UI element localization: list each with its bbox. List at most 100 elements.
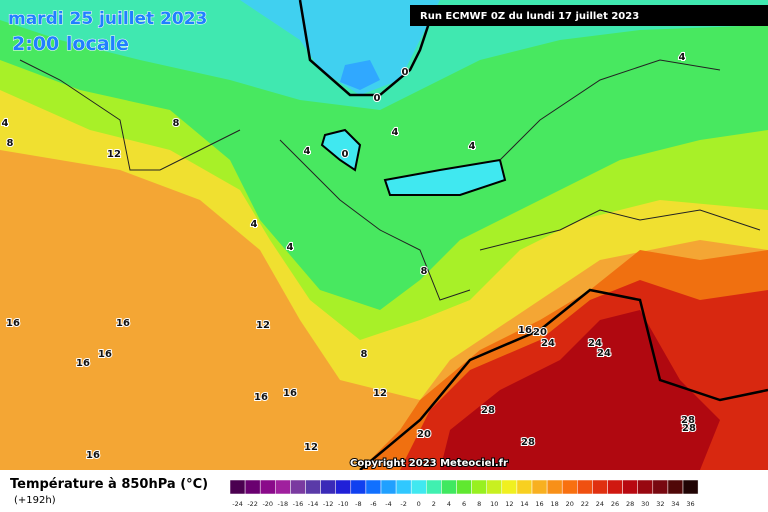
hot-core bbox=[440, 310, 720, 470]
legend-swatch bbox=[290, 479, 306, 495]
contour-label: 12 bbox=[304, 442, 318, 453]
contour-label: 24 bbox=[541, 338, 555, 349]
legend-label: 16 bbox=[535, 500, 543, 508]
legend-label: -22 bbox=[247, 500, 258, 508]
legend-label: 14 bbox=[520, 500, 528, 508]
contour-label: 4 bbox=[392, 127, 399, 138]
contour-label: 8 bbox=[173, 118, 180, 129]
legend-swatch bbox=[380, 479, 397, 495]
legend-label: -6 bbox=[370, 500, 376, 508]
legend-label: 34 bbox=[671, 500, 679, 508]
legend-swatch bbox=[335, 479, 352, 495]
legend-label: 8 bbox=[477, 500, 481, 508]
contour-label: 28 bbox=[521, 437, 535, 448]
contour-label: 4 bbox=[304, 146, 311, 157]
legend-label: 10 bbox=[490, 500, 498, 508]
contour-label: 16 bbox=[76, 358, 90, 369]
contour-label: 16 bbox=[283, 388, 297, 399]
legend-swatch bbox=[652, 479, 669, 495]
contour-label: 20 bbox=[533, 327, 547, 338]
contour-label: 8 bbox=[361, 349, 368, 360]
legend-label: -12 bbox=[323, 500, 334, 508]
legend-swatch bbox=[577, 479, 593, 495]
legend-swatch bbox=[441, 479, 457, 495]
legend-label: 6 bbox=[462, 500, 466, 508]
legend-label: -8 bbox=[355, 500, 361, 508]
footer-title: Température à 850hPa (°C) bbox=[10, 477, 208, 492]
contour-label: 16 bbox=[6, 318, 20, 329]
legend-swatch bbox=[471, 479, 487, 495]
legend-swatch bbox=[561, 479, 578, 495]
contour-label: 16 bbox=[86, 450, 100, 461]
forecast-time: 2:00 locale bbox=[12, 33, 129, 55]
contour-label: 4 bbox=[679, 52, 686, 63]
legend-label: 28 bbox=[626, 500, 634, 508]
legend-label: -10 bbox=[338, 500, 349, 508]
contour-label: 16 bbox=[116, 318, 130, 329]
legend-swatch bbox=[637, 479, 654, 495]
run-text: Run ECMWF 0Z du lundi 17 juillet 2023 bbox=[420, 11, 639, 22]
contour-label: 28 bbox=[682, 423, 696, 434]
legend-swatch bbox=[501, 479, 518, 495]
legend-swatch bbox=[486, 479, 503, 495]
legend-swatch bbox=[456, 479, 472, 495]
legend-label: 24 bbox=[596, 500, 604, 508]
legend-swatch bbox=[682, 479, 699, 495]
footer-lead: (+192h) bbox=[14, 495, 56, 506]
contour-label: 4 bbox=[287, 242, 294, 253]
legend-label: 20 bbox=[566, 500, 574, 508]
cold-pocket bbox=[320, 128, 362, 172]
contour-label: 4 bbox=[2, 118, 9, 129]
coastline bbox=[19, 59, 761, 301]
legend-swatch bbox=[592, 479, 608, 495]
contour-label: 8 bbox=[7, 138, 14, 149]
legend-label: -4 bbox=[385, 500, 391, 508]
contour-label: 0 bbox=[342, 149, 349, 160]
legend-label: -16 bbox=[293, 500, 304, 508]
legend-label: -2 bbox=[400, 500, 406, 508]
contour-label: 28 bbox=[681, 415, 695, 426]
legend-label: 2 bbox=[432, 500, 436, 508]
legend-label: 36 bbox=[686, 500, 694, 508]
contour-label: 16 bbox=[98, 349, 112, 360]
legend-swatch bbox=[259, 479, 276, 495]
legend-swatch bbox=[516, 479, 533, 495]
legend-swatch bbox=[531, 479, 548, 495]
contour-label: 0 bbox=[374, 93, 381, 104]
legend-swatch bbox=[426, 479, 442, 495]
legend-label: 0 bbox=[417, 500, 421, 508]
legend-label: 22 bbox=[581, 500, 589, 508]
legend-label: -14 bbox=[308, 500, 319, 508]
legend-swatch bbox=[546, 479, 563, 495]
legend-label: 4 bbox=[447, 500, 451, 508]
legend-swatch bbox=[395, 479, 412, 495]
legend-label: -20 bbox=[262, 500, 273, 508]
legend-swatch bbox=[244, 479, 261, 495]
contour-label: 28 bbox=[481, 405, 495, 416]
legend-swatch bbox=[667, 479, 684, 495]
legend-label: 18 bbox=[551, 500, 559, 508]
cold-core bbox=[340, 60, 380, 90]
contour-label: 12 bbox=[107, 149, 121, 160]
legend-label: 30 bbox=[641, 500, 649, 508]
legend-swatch bbox=[275, 479, 291, 495]
legend-swatch bbox=[365, 479, 382, 495]
contour-label: 16 bbox=[254, 392, 268, 403]
copyright: Copyright 2023 Meteociel.fr bbox=[350, 458, 508, 469]
legend-label: 32 bbox=[656, 500, 664, 508]
legend-swatch bbox=[622, 479, 638, 495]
cold-pool bbox=[240, 0, 440, 95]
cold-pocket bbox=[383, 158, 507, 196]
contour-label: 12 bbox=[373, 388, 387, 399]
legend-label: -24 bbox=[232, 500, 243, 508]
contour-label: 12 bbox=[256, 320, 270, 331]
contour-label: 0 bbox=[402, 67, 409, 78]
forecast-date: mardi 25 juillet 2023 bbox=[8, 9, 207, 29]
legend-swatch bbox=[410, 479, 427, 495]
contour-label: 16 bbox=[518, 325, 532, 336]
contour-label: 4 bbox=[251, 219, 258, 230]
cool-band bbox=[0, 0, 768, 310]
contour-label: 20 bbox=[417, 429, 431, 440]
